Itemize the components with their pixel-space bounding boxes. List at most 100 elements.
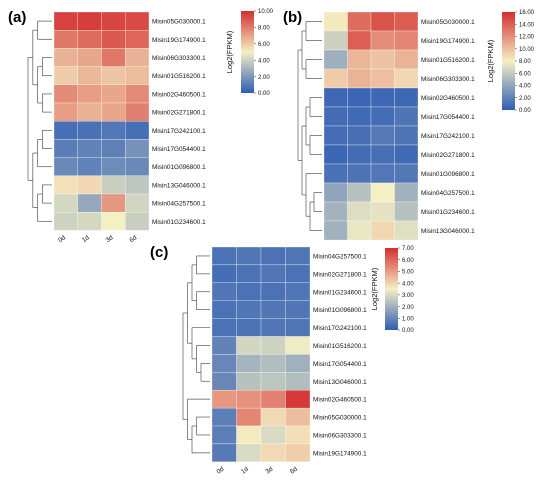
row-label: Misin01G096800.1 xyxy=(313,307,367,314)
row-label: Misin01G096800.1 xyxy=(152,164,206,171)
row-label: Misin13G046000.1 xyxy=(421,228,475,235)
heatmap-cell xyxy=(260,390,286,409)
heatmap-cell xyxy=(370,144,395,165)
row-label: Misin19G174900.1 xyxy=(421,38,475,45)
heatmap-panel-1: (a) Misin05G030000.1 Misin19G174900.1 Misin… xyxy=(8,9,274,244)
colorbar-tick-label: 0.00 xyxy=(519,108,531,114)
heatmap-cell xyxy=(370,68,395,89)
heatmap-cell xyxy=(323,201,348,222)
heatmap-cell xyxy=(236,300,262,319)
row-label: Misin02G460500.1 xyxy=(313,397,367,404)
heatmap-cell xyxy=(101,48,126,67)
column-label: 0d xyxy=(57,234,67,244)
row-label: Misin04G257500.1 xyxy=(152,201,206,208)
heatmap-cell xyxy=(347,106,372,127)
heatmap-cell xyxy=(260,443,286,462)
row-label: Misin17G054400.1 xyxy=(421,114,475,121)
row-label: Misin02G460500.1 xyxy=(421,95,475,102)
row-label: Misin02G271800.1 xyxy=(313,271,367,278)
heatmap-cell xyxy=(125,139,150,158)
heatmap-cell xyxy=(211,264,237,283)
heatmap-cell xyxy=(77,30,102,49)
heatmap-cell xyxy=(53,193,78,213)
colorbar-tick-label: 16.00 xyxy=(519,10,535,16)
heatmap-cell xyxy=(53,48,78,67)
heatmap-cell xyxy=(260,264,286,283)
row-label: Misin17G242100.1 xyxy=(421,133,475,140)
colorbar-tick-label: 2.00 xyxy=(519,96,531,102)
row-label: Misin13G046000.1 xyxy=(152,182,206,189)
heatmap-cell xyxy=(211,425,237,445)
heatmap-cell xyxy=(236,354,262,373)
colorbar-tick-label: 10.00 xyxy=(258,9,274,15)
column-label: 1d xyxy=(81,234,91,244)
heatmap-cell xyxy=(77,84,102,104)
heatmap-panel-3: (c) Misin04G257500.1 Misin02G271800.1 Misin… xyxy=(150,244,414,476)
heatmap-cell xyxy=(53,84,78,104)
heatmap-cell xyxy=(323,106,348,127)
colorbar xyxy=(385,248,398,330)
heatmap-cell xyxy=(323,87,348,108)
heatmap-cell xyxy=(260,336,286,355)
heatmap-cell xyxy=(211,354,237,373)
row-label: Misin01G234600.1 xyxy=(313,289,367,296)
heatmap-cell xyxy=(236,246,262,266)
heatmap-cell xyxy=(260,318,286,337)
heatmap-panel-2: (b) Misin05G030000.1 Misin19G174900.1 Misin… xyxy=(283,9,535,241)
heatmap-cell xyxy=(370,220,395,241)
row-dendrogram xyxy=(182,255,210,454)
colorbar-tick-label: 8.00 xyxy=(258,26,270,32)
heatmap-cell xyxy=(211,246,237,266)
row-dendrogram xyxy=(297,21,322,231)
heatmap-cell xyxy=(394,182,419,203)
heatmap-cell xyxy=(370,125,395,146)
heatmap-cell xyxy=(125,11,150,31)
heatmap-cell xyxy=(236,372,262,391)
heatmap-cell xyxy=(211,318,237,337)
heatmap-cell xyxy=(285,407,311,427)
heatmap-cell xyxy=(285,282,311,301)
row-label: Misin01G234600.1 xyxy=(421,209,475,216)
heatmap-cell xyxy=(101,66,126,85)
heatmap-cell xyxy=(323,11,348,32)
heatmap-cell xyxy=(125,193,150,213)
colorbar-tick-label: 0.00 xyxy=(258,91,270,97)
heatmap-cell xyxy=(53,139,78,158)
heatmap-cell xyxy=(77,175,102,195)
heatmap-cell xyxy=(77,121,102,140)
heatmap-cell xyxy=(77,212,102,231)
heatmap-cell xyxy=(285,354,311,373)
heatmap-cell xyxy=(260,282,286,301)
heatmap-cell xyxy=(260,425,286,445)
heatmap-cell xyxy=(211,407,237,427)
heatmap-cell xyxy=(77,139,102,158)
heatmap-cell xyxy=(236,336,262,355)
heatmap-cell xyxy=(101,193,126,213)
heatmap-cell xyxy=(285,443,311,462)
heatmap-cell xyxy=(125,212,150,231)
heatmap-cell xyxy=(260,300,286,319)
panel-label: (b) xyxy=(283,9,302,26)
colorbar-tick-label: 12.00 xyxy=(519,35,535,41)
row-label: Misin01G516200.1 xyxy=(152,73,206,80)
row-label: Misin13G046000.1 xyxy=(313,379,367,386)
heatmap-cell xyxy=(323,49,348,70)
heatmap-cell xyxy=(323,68,348,89)
heatmap-cell xyxy=(53,66,78,85)
heatmap-cell xyxy=(285,372,311,391)
heatmap-cell xyxy=(101,30,126,49)
heatmap-cell xyxy=(77,102,102,122)
colorbar-tick-label: 4.00 xyxy=(402,281,414,287)
row-label: Misin17G242100.1 xyxy=(313,325,367,332)
row-dendrogram xyxy=(27,20,52,222)
row-label: Misin01G516200.1 xyxy=(421,57,475,64)
heatmap-cell xyxy=(53,30,78,49)
heatmap-cell xyxy=(53,212,78,231)
row-label: Misin02G271800.1 xyxy=(152,110,206,117)
heatmap-cell xyxy=(370,106,395,127)
heatmap-cell xyxy=(236,425,262,445)
heatmap-cell xyxy=(394,68,419,89)
heatmap-cell xyxy=(370,163,395,184)
heatmap-cell xyxy=(211,443,237,462)
